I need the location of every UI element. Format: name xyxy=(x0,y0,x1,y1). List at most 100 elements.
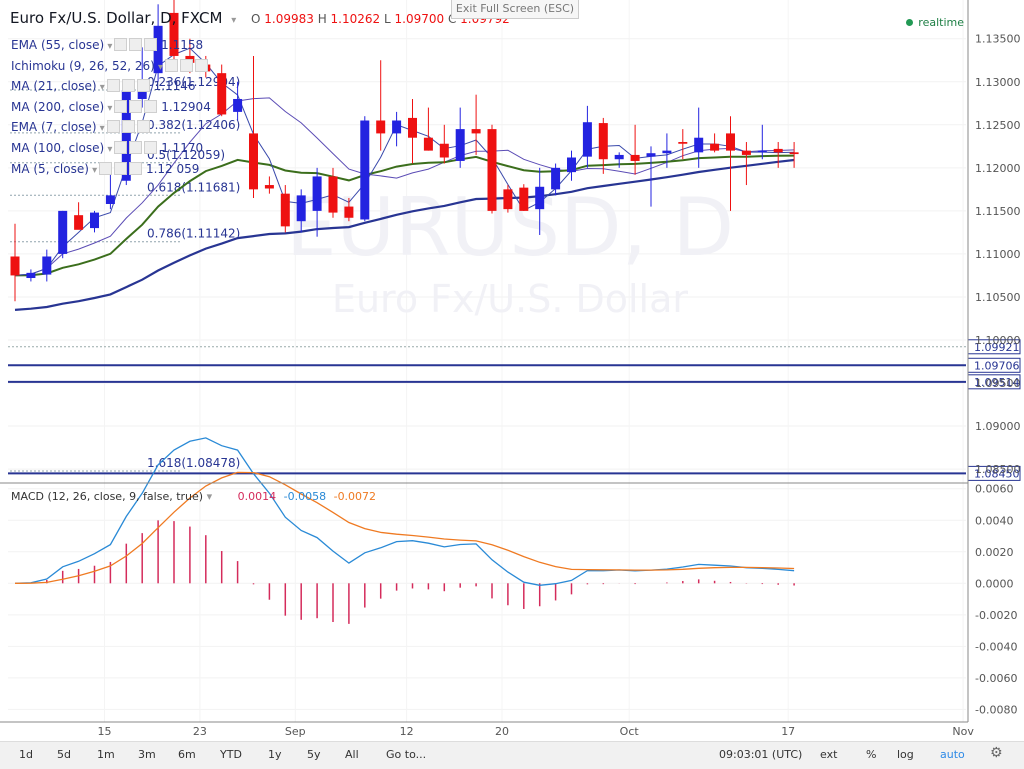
indicator-row[interactable]: MA (100, close) ▾ 1.1170 xyxy=(11,141,203,155)
indicator-row[interactable]: MA (5, close) ▾ 1.12 059 xyxy=(11,161,199,176)
chevron-down-icon[interactable]: ▾ xyxy=(206,490,213,503)
close-icon[interactable] xyxy=(144,141,158,154)
eye-icon[interactable] xyxy=(114,141,128,154)
fib-label: 0.5(1.12059) xyxy=(147,148,225,162)
moving-averages xyxy=(14,47,795,311)
macd-value: 0.0014 xyxy=(237,490,277,503)
indicator-row[interactable]: EMA (7, close) ▾ xyxy=(11,120,150,134)
chevron-down-icon[interactable]: ▾ xyxy=(96,123,105,135)
horizontal-lines[interactable]: 1.09921 1.09706 1.09514 1.08450 xyxy=(8,339,1021,481)
chevron-down-icon[interactable]: ▾ xyxy=(104,102,113,114)
eye-icon[interactable] xyxy=(106,120,120,134)
eye-icon[interactable] xyxy=(114,38,128,51)
price-label: 1.08450 xyxy=(974,467,1020,480)
y-tick-label: 1.09500 xyxy=(975,377,1021,390)
ema-55-line xyxy=(14,154,795,277)
range-1d[interactable]: 1d xyxy=(19,748,33,761)
axes: 1.13500 1.13000 1.12500 1.12000 1.11500 1.110… xyxy=(0,0,1021,738)
chevron-down-icon[interactable]: ▾ xyxy=(104,144,113,155)
close-icon[interactable] xyxy=(144,38,158,51)
goto-button[interactable]: Go to... xyxy=(386,748,427,761)
chevron-down-icon[interactable]: ▾ xyxy=(154,61,164,73)
macd-tick-label: -0.0020 xyxy=(975,609,1017,622)
symbol-header[interactable]: Euro Fx/U.S. Dollar, D, FXCM ▾ O 1.09983… xyxy=(10,9,510,27)
range-ytd[interactable]: YTD xyxy=(220,748,242,761)
y-tick-label: 1.13500 xyxy=(975,33,1021,46)
candle-body xyxy=(757,150,767,153)
settings-icon[interactable] xyxy=(129,141,143,154)
close-icon[interactable] xyxy=(129,161,143,175)
macd-tick-label: -0.0060 xyxy=(975,672,1017,685)
x-tick-label: Sep xyxy=(285,725,306,738)
macd-label: MACD (12, 26, close, 9, false, true) xyxy=(11,490,204,503)
range-5d[interactable]: 5d xyxy=(57,748,71,761)
range-1m[interactable]: 1m xyxy=(97,748,115,761)
ma-100-line xyxy=(14,97,795,276)
eye-icon[interactable] xyxy=(99,161,113,175)
indicator-row[interactable]: MA (21, close) ▾ 1.1146 xyxy=(11,79,196,93)
ext-toggle[interactable]: ext xyxy=(820,748,838,761)
candle-body xyxy=(789,152,799,155)
eye-icon[interactable] xyxy=(106,79,120,93)
candle-body xyxy=(646,153,656,157)
fib-levels: 0.236(1.12904) 0.382(1.12406) 0.5(1.12059)… xyxy=(10,75,240,472)
candle-body xyxy=(551,167,561,190)
candle-body xyxy=(598,123,608,160)
close-icon[interactable] xyxy=(144,99,158,113)
range-5y[interactable]: 5y xyxy=(307,748,321,761)
indicator-value: 1.1146 xyxy=(149,79,196,94)
close-icon[interactable] xyxy=(136,79,150,93)
close-icon[interactable] xyxy=(195,58,209,72)
indicator-row[interactable]: Ichimoku (9, 26, 52, 26) ▾ xyxy=(11,58,209,73)
close-icon[interactable] xyxy=(136,120,150,134)
range-all[interactable]: All xyxy=(345,748,359,761)
indicator-row[interactable]: MA (200, close) ▾ 1.12904 xyxy=(11,99,211,114)
exit-fullscreen-button[interactable]: Exit Full Screen (ESC) xyxy=(451,0,579,19)
settings-icon[interactable] xyxy=(114,161,128,175)
eye-icon[interactable] xyxy=(165,58,179,72)
realtime-indicator: realtime xyxy=(906,16,964,29)
gear-icon[interactable]: ⚙ xyxy=(990,745,1003,761)
range-1y[interactable]: 1y xyxy=(268,748,282,761)
y-tick-label: 1.08500 xyxy=(975,463,1021,476)
indicator-row[interactable]: EMA (55, close) ▾ 1.1158 xyxy=(11,38,203,52)
price-label: 1.09921 xyxy=(974,341,1020,354)
settings-icon[interactable] xyxy=(121,79,135,93)
candle-body xyxy=(153,25,163,74)
log-toggle[interactable]: log xyxy=(897,748,914,761)
macd-tick-label: 0.0040 xyxy=(975,514,1014,527)
macd-legend[interactable]: MACD (12, 26, close, 9, false, true) ▾ 0… xyxy=(11,490,376,503)
candle-body xyxy=(121,90,131,181)
indicator-label: EMA (7, close) xyxy=(11,120,97,135)
candle-body xyxy=(614,154,624,160)
settings-icon[interactable] xyxy=(129,99,143,113)
candle-body xyxy=(264,185,274,189)
settings-icon[interactable] xyxy=(180,58,194,72)
settings-icon[interactable] xyxy=(121,120,135,134)
macd-tick-label: 0.0000 xyxy=(975,577,1014,590)
range-3m[interactable]: 3m xyxy=(138,748,156,761)
chevron-down-icon[interactable]: ▾ xyxy=(231,15,237,26)
candle-body xyxy=(312,176,322,211)
candle-body xyxy=(58,210,68,254)
settings-icon[interactable] xyxy=(129,38,143,51)
range-6m[interactable]: 6m xyxy=(178,748,196,761)
chevron-down-icon[interactable]: ▾ xyxy=(96,82,105,94)
eye-icon[interactable] xyxy=(114,99,128,113)
candle-body xyxy=(169,12,179,56)
percent-toggle[interactable]: % xyxy=(866,748,877,761)
y-tick-label: 1.10500 xyxy=(975,291,1021,304)
clock: 09:03:01 (UTC) xyxy=(719,748,803,761)
fib-label: 0.786(1.11142) xyxy=(147,227,240,241)
candle-body xyxy=(360,120,370,220)
candle-body xyxy=(233,98,243,112)
ohlc-values: O 1.09983 H 1.10262 L 1.09700 C 1.09792 xyxy=(251,12,510,26)
x-tick-label: Oct xyxy=(620,725,640,738)
chevron-down-icon[interactable]: ▾ xyxy=(88,164,98,176)
indicator-label: EMA (55, close) xyxy=(11,38,105,52)
chevron-down-icon[interactable]: ▾ xyxy=(104,41,113,52)
indicator-label: MA (21, close) xyxy=(11,79,97,94)
x-tick-label: Nov xyxy=(952,725,974,738)
auto-toggle[interactable]: auto xyxy=(940,748,965,761)
